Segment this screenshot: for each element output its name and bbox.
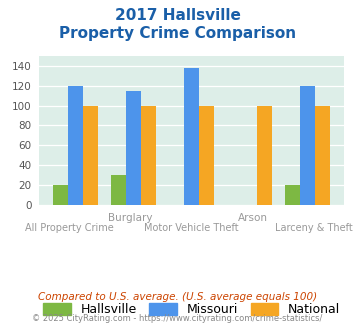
Bar: [83, 106, 98, 205]
Text: Motor Vehicle Theft: Motor Vehicle Theft: [144, 223, 239, 233]
Text: Property Crime Comparison: Property Crime Comparison: [59, 26, 296, 41]
Text: 2017 Hallsville: 2017 Hallsville: [115, 8, 240, 23]
Text: Burglary: Burglary: [108, 213, 153, 223]
Text: Compared to U.S. average. (U.S. average equals 100): Compared to U.S. average. (U.S. average …: [38, 292, 317, 302]
Text: Larceny & Theft: Larceny & Theft: [275, 223, 353, 233]
Legend: Hallsville, Missouri, National: Hallsville, Missouri, National: [43, 303, 340, 316]
Text: Arson: Arson: [238, 213, 268, 223]
Text: All Property Crime: All Property Crime: [25, 223, 114, 233]
Bar: [315, 106, 331, 205]
Bar: [68, 86, 83, 205]
Bar: [184, 68, 199, 205]
Bar: [300, 86, 315, 205]
Bar: [111, 175, 126, 205]
Text: © 2025 CityRating.com - https://www.cityrating.com/crime-statistics/: © 2025 CityRating.com - https://www.city…: [32, 314, 323, 323]
Bar: [257, 106, 272, 205]
Bar: [199, 106, 214, 205]
Bar: [126, 91, 141, 205]
Bar: [141, 106, 156, 205]
Bar: [53, 185, 68, 205]
Bar: [285, 185, 300, 205]
